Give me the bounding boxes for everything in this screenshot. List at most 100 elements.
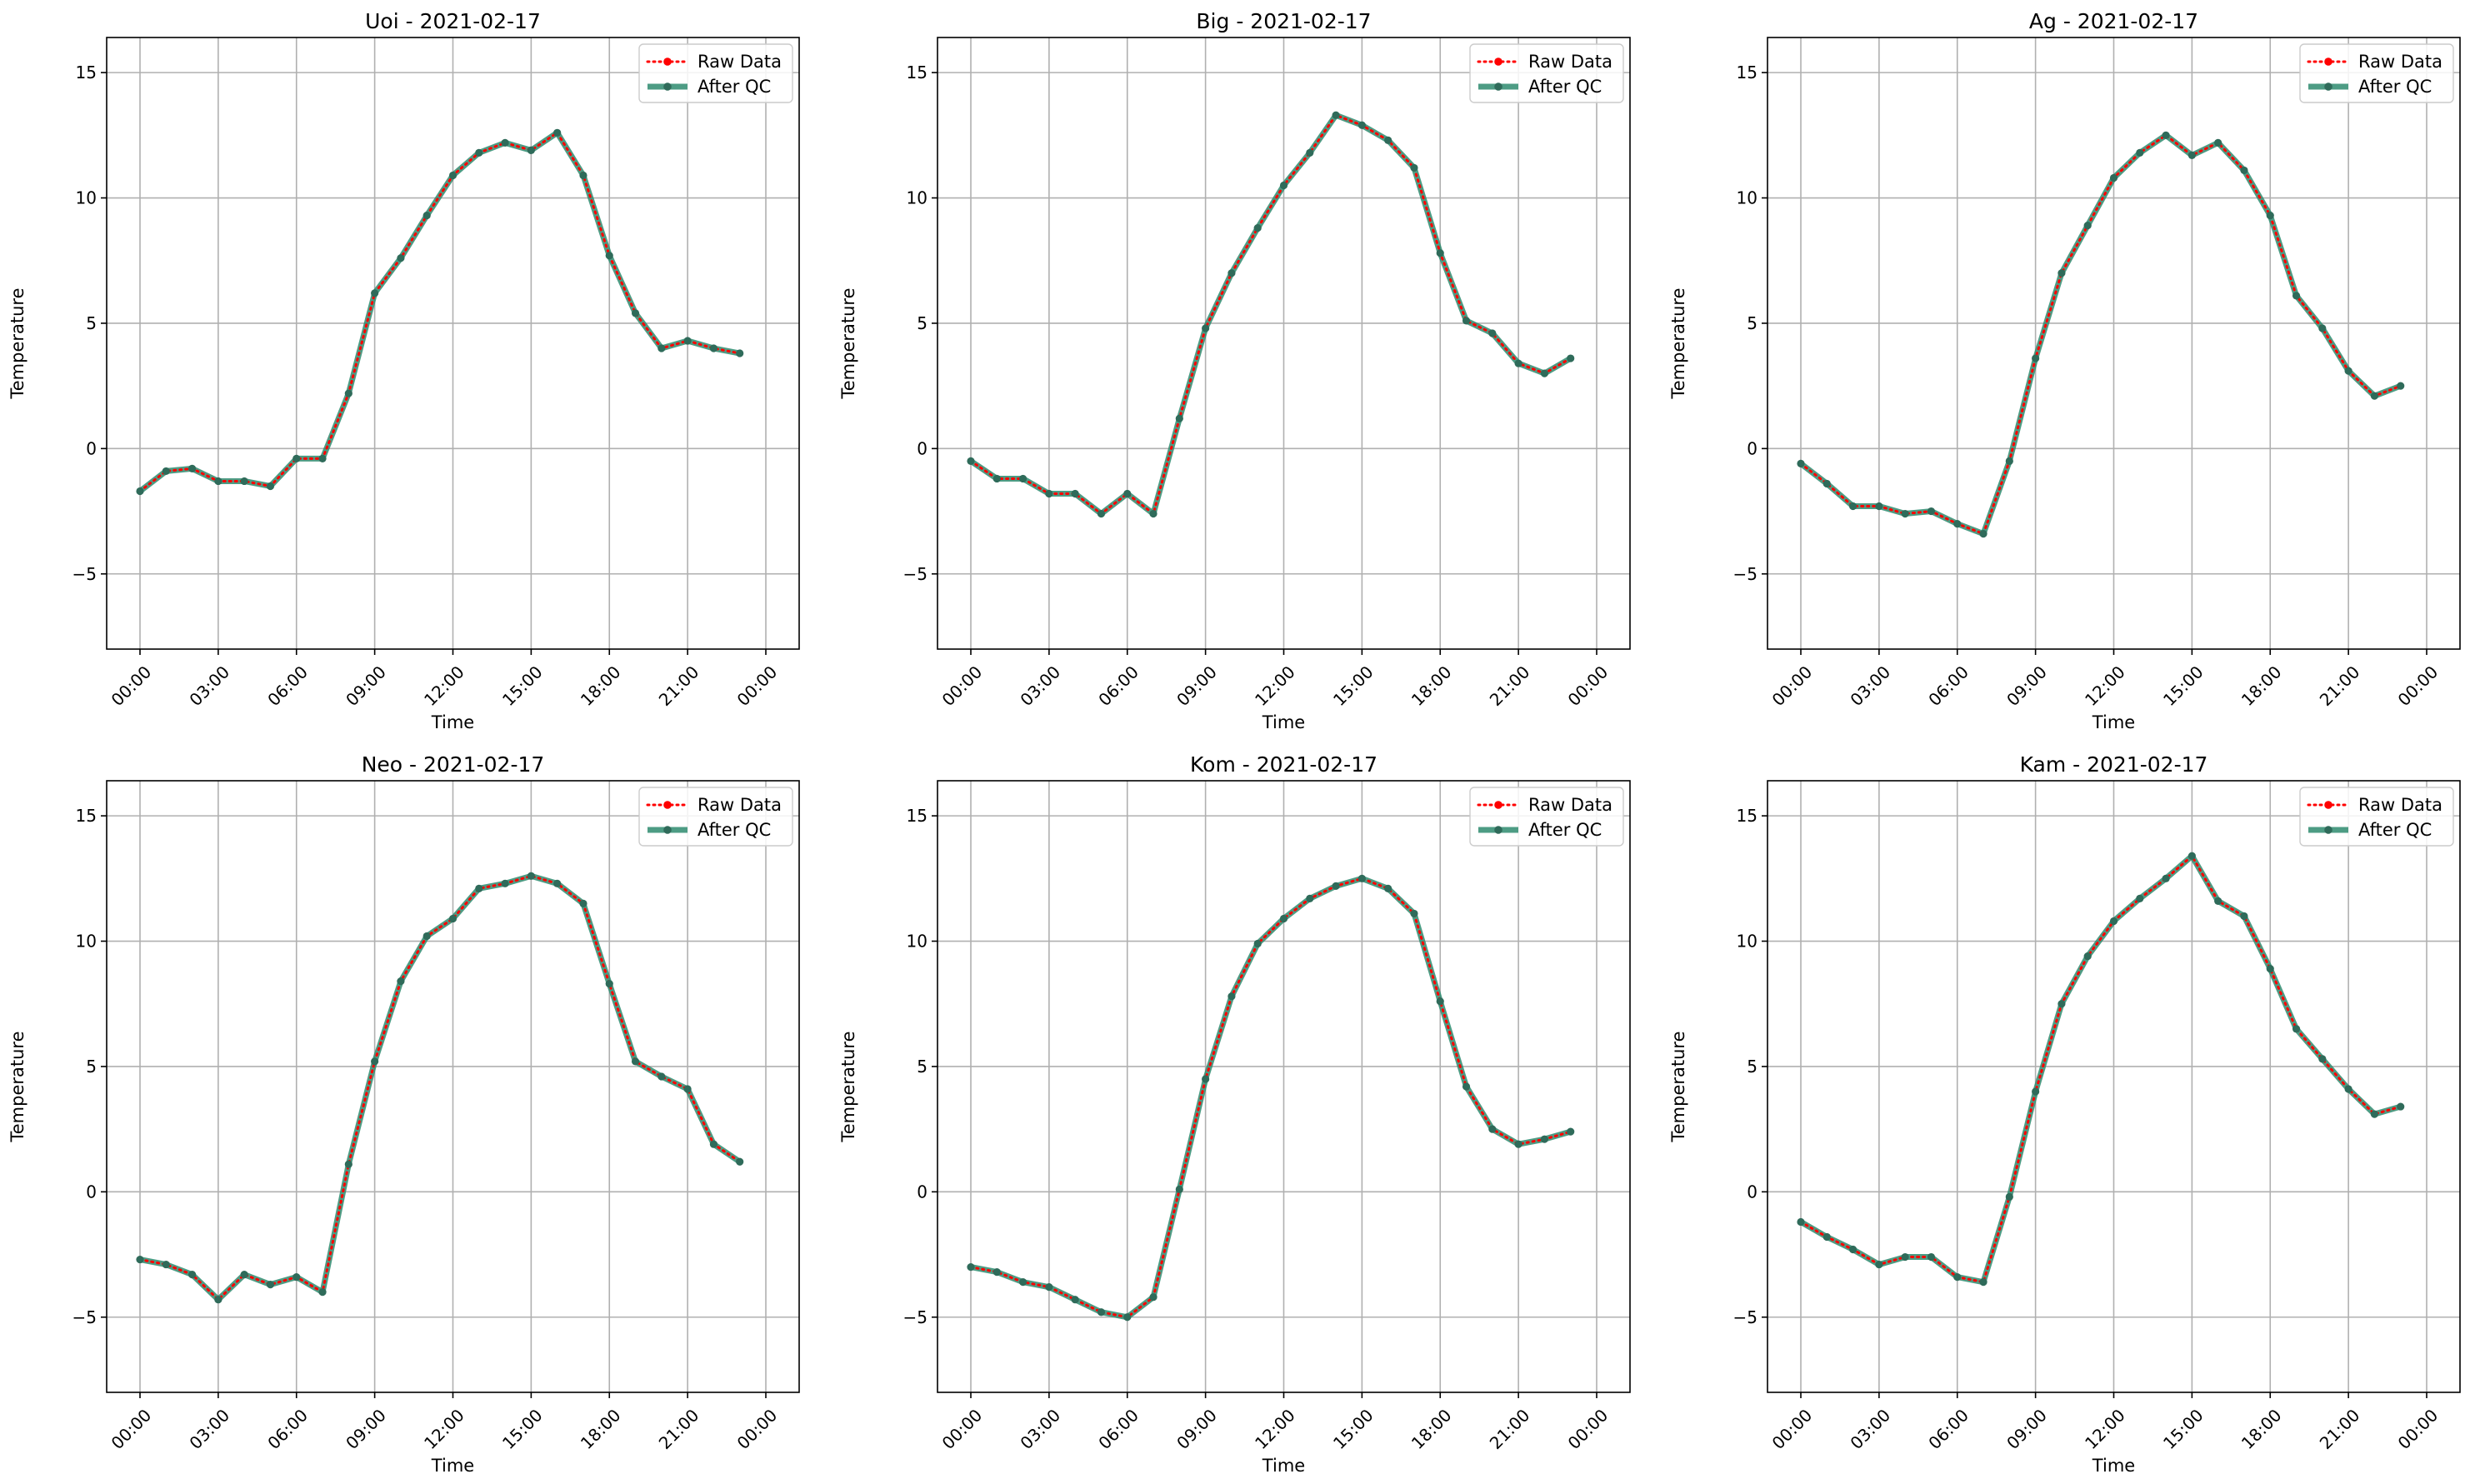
data-point — [448, 171, 458, 180]
y-tick-label: 0 — [86, 1182, 97, 1202]
data-point — [266, 482, 275, 491]
y-tick-label: 5 — [1747, 313, 1758, 333]
data-point — [2214, 897, 2222, 905]
x-tick-label: 12:00 — [1251, 662, 1299, 710]
data-point — [1822, 1232, 1831, 1242]
data-point — [344, 1160, 352, 1168]
data-point — [2292, 292, 2301, 300]
legend: Raw Data After QC — [1469, 43, 1624, 103]
x-tick-label: 06:00 — [263, 1405, 312, 1453]
x-tick-label: 03:00 — [1846, 662, 1894, 710]
chart-panel-6: −5 0 5 10 15 00:00 03:00 06:00 09:00 12:00 15:00 18… — [1668, 752, 2461, 1476]
data-point — [1202, 324, 1210, 332]
data-point — [1436, 997, 1444, 1006]
y-tick-label: −5 — [72, 564, 97, 584]
x-tick-label: 21:00 — [655, 662, 703, 710]
data-point — [1797, 459, 1805, 467]
data-point — [501, 879, 509, 887]
legend: Raw Data After QC — [638, 787, 793, 847]
x-axis-label: Time — [431, 712, 474, 732]
data-point — [501, 138, 509, 147]
x-tick-label: 15:00 — [498, 1405, 547, 1453]
data-point — [240, 477, 248, 486]
data-point — [2188, 852, 2196, 860]
data-point — [318, 454, 327, 462]
data-point — [162, 1260, 170, 1269]
data-point — [1927, 1252, 1936, 1262]
y-tick-label: 5 — [86, 313, 97, 333]
data-point — [1358, 874, 1366, 882]
y-tick-label: −5 — [72, 1307, 97, 1327]
data-point — [1332, 111, 1340, 119]
data-point — [683, 337, 692, 345]
x-tick-label: 00:00 — [1564, 662, 1612, 710]
y-tick-label: 5 — [86, 1057, 97, 1077]
data-point — [1875, 502, 1883, 511]
legend-qc-marker — [663, 82, 672, 91]
x-tick-label: 00:00 — [2394, 1405, 2442, 1453]
x-tick-label: 15:00 — [2159, 662, 2208, 710]
series-line-raw-data — [969, 113, 1572, 517]
x-tick-label: 12:00 — [1251, 1405, 1299, 1453]
y-tick-label: 10 — [1737, 932, 1758, 952]
x-tick-label: 15:00 — [498, 662, 547, 710]
series-line-raw-data — [1799, 853, 2402, 1284]
series-line-after-qc — [1798, 852, 2404, 1286]
data-point — [2032, 1087, 2040, 1096]
x-axis-label: Time — [2092, 1456, 2135, 1476]
data-point — [2344, 367, 2352, 375]
data-point — [1123, 489, 1132, 498]
x-axis-label: Time — [2092, 712, 2135, 732]
legend-raw-label: Raw Data — [698, 795, 782, 815]
x-tick-label: 06:00 — [263, 662, 312, 710]
data-point — [2005, 1192, 2013, 1201]
data-point — [1797, 1217, 1805, 1227]
data-point — [1097, 1308, 1106, 1317]
y-tick-label: 10 — [1737, 188, 1758, 208]
data-point — [2266, 965, 2274, 973]
x-tick-label: 00:00 — [733, 1405, 782, 1453]
data-point — [240, 1271, 248, 1279]
legend: Raw Data After QC — [2299, 787, 2454, 847]
data-point — [1540, 369, 1549, 377]
data-point — [2136, 894, 2144, 902]
data-point — [422, 932, 431, 941]
chart-panel-1: −5 0 5 10 15 00:00 03:00 06:00 09:00 12:00 15:00 18… — [8, 9, 800, 732]
legend-raw-label: Raw Data — [1528, 795, 1612, 815]
legend-raw-marker — [663, 801, 672, 809]
data-point — [422, 211, 431, 220]
data-point — [475, 148, 483, 157]
y-tick-label: 5 — [1747, 1057, 1758, 1077]
data-point — [2005, 457, 2013, 465]
y-tick-label: 5 — [917, 313, 928, 333]
data-point — [1567, 1127, 1575, 1136]
x-tick-label: 21:00 — [1486, 662, 1534, 710]
x-tick-label: 15:00 — [1329, 662, 1378, 710]
data-point — [2083, 952, 2092, 961]
data-point — [527, 872, 535, 880]
y-tick-label: 0 — [1747, 1182, 1758, 1202]
data-point — [371, 1057, 379, 1066]
x-tick-label: 18:00 — [1408, 1405, 1456, 1453]
chart-title: Ag - 2021-02-17 — [2029, 9, 2198, 33]
chart-panel-3: −5 0 5 10 15 00:00 03:00 06:00 09:00 12:00 15:00 18… — [1668, 9, 2461, 732]
legend-raw-label: Raw Data — [1528, 52, 1612, 72]
chart-panel-2: −5 0 5 10 15 00:00 03:00 06:00 09:00 12:00 15:00 18… — [838, 9, 1631, 732]
data-point — [1875, 1260, 1883, 1269]
legend-qc-marker — [1494, 826, 1502, 834]
x-tick-label: 00:00 — [938, 662, 987, 710]
x-tick-label: 09:00 — [2002, 662, 2051, 710]
y-axis-label: Temperature — [1668, 1031, 1688, 1142]
chart-panel-4: −5 0 5 10 15 00:00 03:00 06:00 09:00 12:00 15:00 18… — [8, 752, 800, 1476]
data-point — [2266, 211, 2274, 220]
data-point — [1045, 1283, 1053, 1292]
x-tick-label: 15:00 — [1329, 1405, 1378, 1453]
data-point — [2083, 222, 2092, 230]
data-point — [1901, 509, 1909, 518]
data-point — [1018, 474, 1028, 483]
data-point — [1462, 1082, 1471, 1091]
data-point — [967, 1262, 975, 1272]
x-axis-label: Time — [1262, 1456, 1305, 1476]
data-point — [631, 309, 640, 317]
data-point — [1228, 269, 1236, 277]
